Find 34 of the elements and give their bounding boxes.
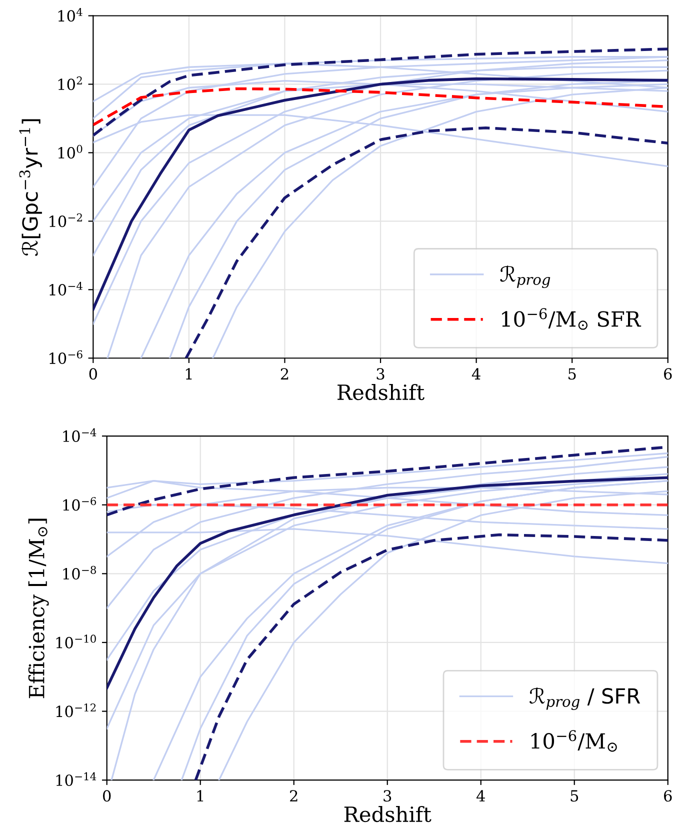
- y-axis-title: ℛ[Gpc$^{−3}$yr$^{−1}$]: [19, 119, 42, 256]
- legend-label: 10$^{−6}$/M$_{⊙}$: [531, 730, 617, 752]
- x-tick-label: 2: [290, 790, 298, 802]
- x-tick-label: 6: [664, 368, 672, 380]
- legend-label: ℛ$_{prog}$ / SFR: [530, 687, 640, 710]
- y-tick-label: 10$^{−6}$: [50, 350, 82, 364]
- y-tick-label: 10$^{4}$: [58, 8, 82, 22]
- y-tick-label: 10$^{0}$: [58, 144, 82, 159]
- x-tick-label: 2: [280, 368, 288, 380]
- x-tick-label: 5: [568, 368, 576, 380]
- x-tick-label: 5: [570, 790, 578, 802]
- x-tick-label: 4: [472, 368, 480, 380]
- y-tick-label: 10$^{−8}$: [63, 566, 96, 580]
- x-tick-label: 0: [89, 368, 98, 380]
- x-tick-label: 0: [103, 790, 111, 802]
- y-tick-label: 10$^{−2}$: [50, 213, 82, 228]
- x-tick-label: 3: [376, 368, 384, 380]
- y-tick-label: 10$^{−10}$: [56, 634, 96, 648]
- y-tick-label: 10$^{−4}$: [63, 428, 96, 442]
- y-tick-label: 10$^{−4}$: [50, 282, 82, 296]
- x-tick-label: 4: [476, 790, 485, 802]
- x-tick-label: 1: [197, 790, 204, 802]
- legend-label: ℛ$_{prog}$: [500, 265, 550, 288]
- y-tick-label: 10$^{−14}$: [56, 772, 96, 786]
- x-axis-title: Redshift: [344, 806, 432, 822]
- x-tick-label: 1: [186, 368, 192, 380]
- y-tick-label: 10$^{−12}$: [56, 703, 96, 718]
- x-tick-label: 3: [384, 790, 392, 802]
- x-tick-label: 6: [664, 790, 672, 802]
- y-tick-label: 10$^{−6}$: [63, 497, 96, 511]
- x-axis-title: Redshift: [338, 384, 424, 400]
- y-tick-label: 10$^{2}$: [58, 76, 82, 90]
- y-axis-title: Efficiency [1/M$_{⊙}$]: [28, 518, 49, 698]
- legend-label: 10$^{−6}$/M$_{⊙}$ SFR: [502, 308, 642, 330]
